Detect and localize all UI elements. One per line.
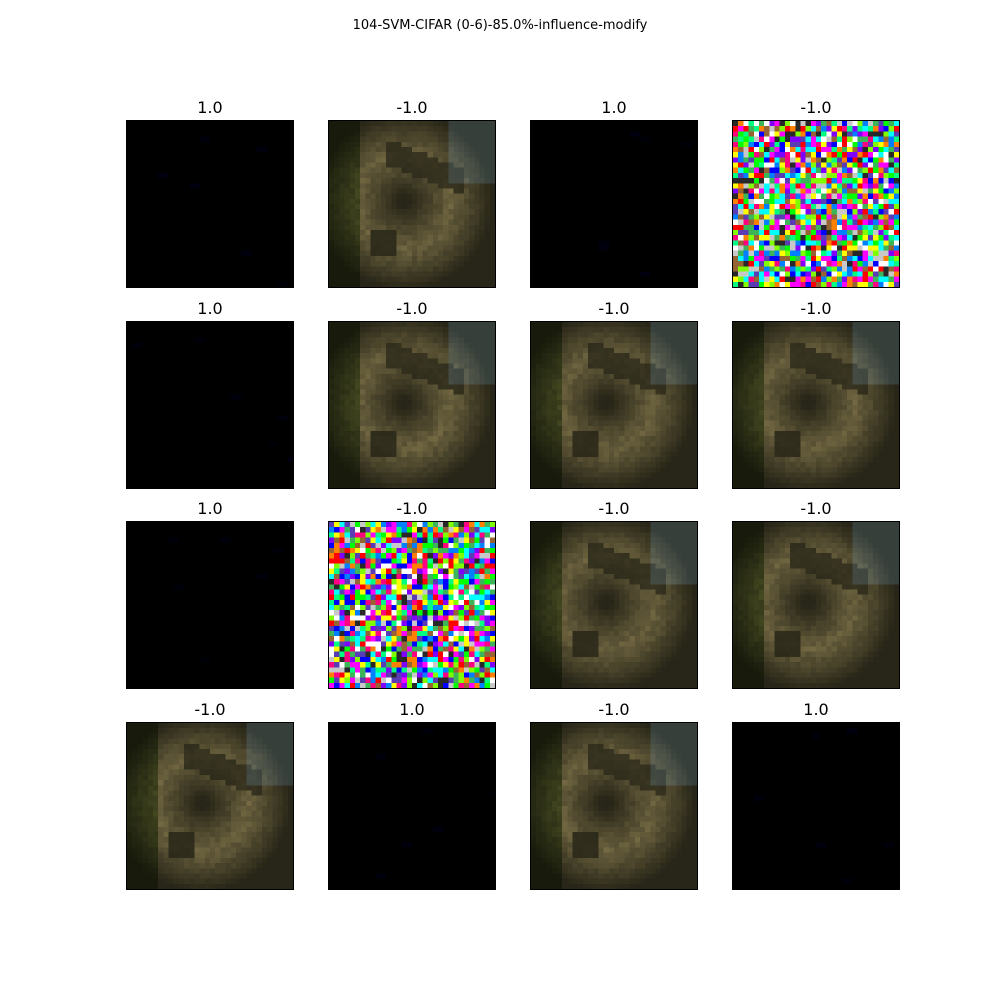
panel-label: -1.0 — [800, 98, 832, 117]
panel-label: -1.0 — [598, 700, 630, 719]
panel-label: 1.0 — [399, 700, 425, 719]
figure-title: 104-SVM-CIFAR (0-6)-85.0%-influence-modi… — [352, 18, 648, 33]
panel-image — [126, 321, 294, 489]
panel-image — [126, 120, 294, 288]
panel-image — [530, 722, 698, 890]
panel-label: 1.0 — [803, 700, 829, 719]
panel: 1.0 — [732, 700, 900, 890]
panel: -1.0 — [530, 299, 698, 489]
panel-image — [328, 120, 496, 288]
panel-image — [530, 120, 698, 288]
panel-label: -1.0 — [800, 499, 832, 518]
panel-image — [328, 722, 496, 890]
panel-label: 1.0 — [601, 98, 627, 117]
panel-image — [328, 321, 496, 489]
panel: -1.0 — [328, 499, 496, 689]
panel-label: -1.0 — [396, 299, 428, 318]
panel-image — [732, 120, 900, 288]
panel-label: -1.0 — [800, 299, 832, 318]
panel-image — [530, 321, 698, 489]
panel: -1.0 — [530, 499, 698, 689]
panel-label: -1.0 — [396, 499, 428, 518]
panel-label: -1.0 — [396, 98, 428, 117]
panel: 1.0 — [126, 98, 294, 288]
panel-label: 1.0 — [197, 98, 223, 117]
panel: -1.0 — [530, 700, 698, 890]
panel: -1.0 — [328, 299, 496, 489]
panel-label: -1.0 — [598, 299, 630, 318]
panel-image — [126, 722, 294, 890]
panel: -1.0 — [732, 299, 900, 489]
panel: 1.0 — [126, 299, 294, 489]
panel: 1.0 — [530, 98, 698, 288]
panel-label: 1.0 — [197, 299, 223, 318]
panel-image — [328, 521, 496, 689]
panel-image — [732, 521, 900, 689]
panel-label: 1.0 — [197, 499, 223, 518]
panel-label: -1.0 — [194, 700, 226, 719]
panel: -1.0 — [126, 700, 294, 890]
panel: -1.0 — [732, 98, 900, 288]
panel-image — [530, 521, 698, 689]
panel-label: -1.0 — [598, 499, 630, 518]
panel-image — [732, 321, 900, 489]
panel: -1.0 — [732, 499, 900, 689]
panel: 1.0 — [126, 499, 294, 689]
panel-image — [126, 521, 294, 689]
panel: -1.0 — [328, 98, 496, 288]
panel: 1.0 — [328, 700, 496, 890]
panel-image — [732, 722, 900, 890]
